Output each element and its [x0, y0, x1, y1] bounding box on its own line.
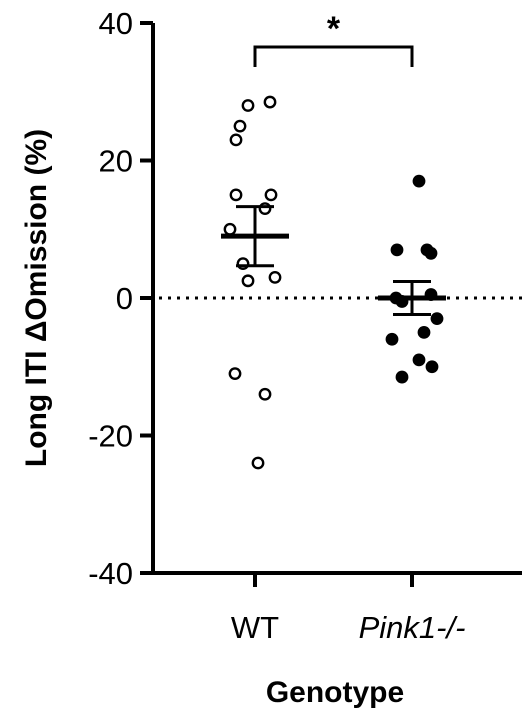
- x-axis-ticks: WT Pink1-/-: [231, 573, 466, 645]
- pink1-data-point: [425, 360, 439, 374]
- pink1-data-point: [424, 246, 438, 260]
- y-axis-ticks: -40 -20 0 20 40: [88, 6, 153, 591]
- pink1-data-point: [395, 370, 409, 384]
- y-tick-label: -20: [88, 419, 133, 454]
- wt-data-point: [236, 257, 250, 271]
- wt-data-point: [258, 202, 272, 216]
- y-tick-label: 0: [116, 281, 133, 316]
- wt-data-point: [233, 119, 247, 133]
- x-tick-label: WT: [231, 610, 279, 645]
- y-tick-label: 40: [99, 6, 133, 41]
- y-tick-label: -40: [88, 556, 133, 591]
- data-points: [223, 95, 444, 470]
- wt-data-point: [228, 367, 242, 381]
- y-axis-title: Long ITI ΔOmission (%): [20, 129, 53, 467]
- pink1-data-point: [412, 174, 426, 188]
- wt-data-point: [264, 188, 278, 202]
- significance-label: *: [327, 10, 341, 48]
- pink1-data-point: [417, 325, 431, 339]
- wt-data-point: [268, 270, 282, 284]
- significance-bracket: *: [253, 10, 414, 67]
- wt-data-point: [251, 456, 265, 470]
- pink1-data-point: [430, 312, 444, 326]
- wt-data-point: [229, 133, 243, 147]
- y-tick-label: 20: [99, 144, 133, 179]
- pink1-data-point: [390, 243, 404, 257]
- wt-data-point: [241, 274, 255, 288]
- pink1-data-point: [412, 353, 426, 367]
- wt-data-point: [263, 95, 277, 109]
- wt-data-point: [229, 188, 243, 202]
- significance-bracket-line: [253, 45, 414, 67]
- wt-data-point: [223, 222, 237, 236]
- x-tick-label: Pink1-/-: [359, 610, 466, 645]
- wt-data-point: [258, 387, 272, 401]
- x-axis-title: Genotype: [266, 676, 404, 709]
- pink1-data-point: [385, 332, 399, 346]
- wt-data-point: [241, 99, 255, 112]
- mean-sem-bars: [221, 205, 446, 316]
